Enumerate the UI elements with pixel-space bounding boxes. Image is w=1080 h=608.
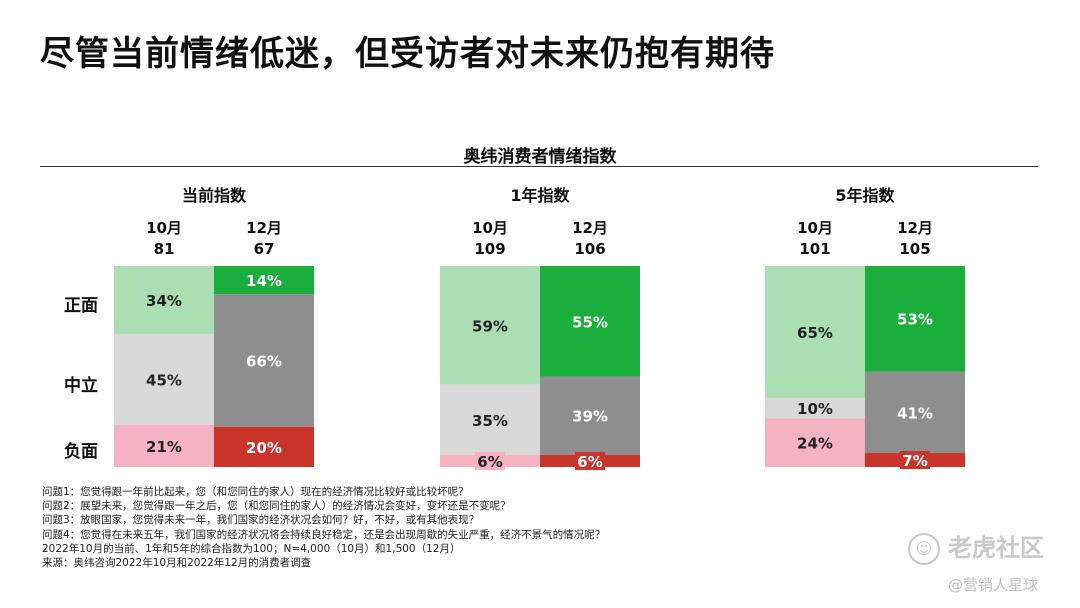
data-label: 20% <box>246 439 282 457</box>
bar-segment-negative <box>214 426 314 467</box>
bar-month-label: 10月 <box>797 219 833 237</box>
bar-segment-positive <box>765 266 865 398</box>
footnote-line: 问题3：放眼国家，您觉得未来一年，我们国家的经济状况会如何？好，不好，或有其他表… <box>42 514 480 527</box>
data-label: 65% <box>797 324 833 342</box>
data-label-box <box>575 451 605 470</box>
bar-segment-positive <box>440 266 540 385</box>
bar-segment-positive <box>540 266 640 377</box>
data-label: 59% <box>472 317 508 335</box>
bar-segment-neutral <box>865 371 965 454</box>
bar-month-label: 10月 <box>472 219 508 237</box>
watermark-sub: @营销人星球 <box>948 576 1039 594</box>
data-label: 53% <box>897 311 933 329</box>
watermark: ☺ 老虎社区 <box>908 528 1044 565</box>
data-label: 7% <box>902 452 927 470</box>
group-title: 当前指数 <box>182 186 247 205</box>
data-label: 34% <box>146 292 182 310</box>
row-label-positive: 正面 <box>64 296 98 316</box>
bar-index-label: 105 <box>899 240 930 258</box>
data-label: 6% <box>577 453 602 471</box>
bar-index-label: 101 <box>799 240 830 258</box>
footnote-line: 问题4：您觉得在未来五年，我们国家的经济状况将会持续良好稳定，还是会出现周歇的失… <box>42 528 606 541</box>
footnote-line: 来源：奥纬咨询2022年10月和2022年12月的消费者调查 <box>42 557 312 570</box>
row-label-negative: 负面 <box>64 442 98 462</box>
data-label: 21% <box>146 438 182 456</box>
bar-segment-neutral <box>540 376 640 455</box>
bar-segment-neutral <box>114 334 214 425</box>
footnote-line: 2022年10月的当前、1年和5年的综合指数为100；N=4,000（10月）和… <box>42 542 461 555</box>
data-label-box <box>800 399 830 418</box>
data-label-box <box>475 451 505 470</box>
chart-title: 奥纬消费者情绪指数 <box>463 147 617 167</box>
bar-segment-negative <box>114 424 214 467</box>
data-label: 35% <box>472 412 508 430</box>
footnote-line: 问题2：展望未来，您觉得跟一年之后，您（和您同住的家人）的经济情况会变好，变坏还… <box>42 500 511 513</box>
title-divider <box>40 166 1038 167</box>
bar-segment-positive <box>865 266 965 372</box>
data-label-box <box>900 451 930 470</box>
data-label: 66% <box>246 352 282 370</box>
data-label: 24% <box>797 435 833 453</box>
bar-segment-neutral <box>214 294 314 427</box>
data-label: 39% <box>572 408 608 426</box>
bar-month-label: 10月 <box>146 219 182 237</box>
data-label: 41% <box>897 404 933 422</box>
bar-segment-neutral <box>440 384 540 455</box>
data-label: 45% <box>146 372 182 390</box>
data-label: 14% <box>246 272 282 290</box>
bar-index-label: 109 <box>474 240 505 258</box>
bar-segment-positive <box>114 266 214 335</box>
footnotes: 问题1：您觉得跟一年前比起来，您（和您同住的家人）现在的经济情况比较好或比较坏呢… <box>42 485 605 570</box>
group-title: 1年指数 <box>510 186 570 205</box>
row-label-neutral: 中立 <box>64 376 98 396</box>
bar-month-label: 12月 <box>897 219 933 237</box>
data-label: 55% <box>572 313 608 331</box>
page-title: 尽管当前情绪低迷，但受访者对未来仍抱有期待 <box>40 34 775 74</box>
watermark-text: 老虎社区 <box>948 534 1044 562</box>
bar-month-label: 12月 <box>572 219 608 237</box>
footnote-line: 问题1：您觉得跟一年前比起来，您（和您同住的家人）现在的经济情况比较好或比较坏呢… <box>42 486 469 498</box>
bar-index-label: 81 <box>154 240 175 258</box>
bar-segment-positive <box>214 266 314 295</box>
bar-segment-negative <box>765 418 865 467</box>
data-label: 10% <box>797 400 833 418</box>
tiger-logo-icon: ☺ <box>908 533 940 565</box>
bar-month-label: 12月 <box>246 219 282 237</box>
bar-index-label: 67 <box>254 240 275 258</box>
data-label: 6% <box>477 453 502 471</box>
group-title: 5年指数 <box>835 186 895 205</box>
bar-index-label: 106 <box>574 240 605 258</box>
